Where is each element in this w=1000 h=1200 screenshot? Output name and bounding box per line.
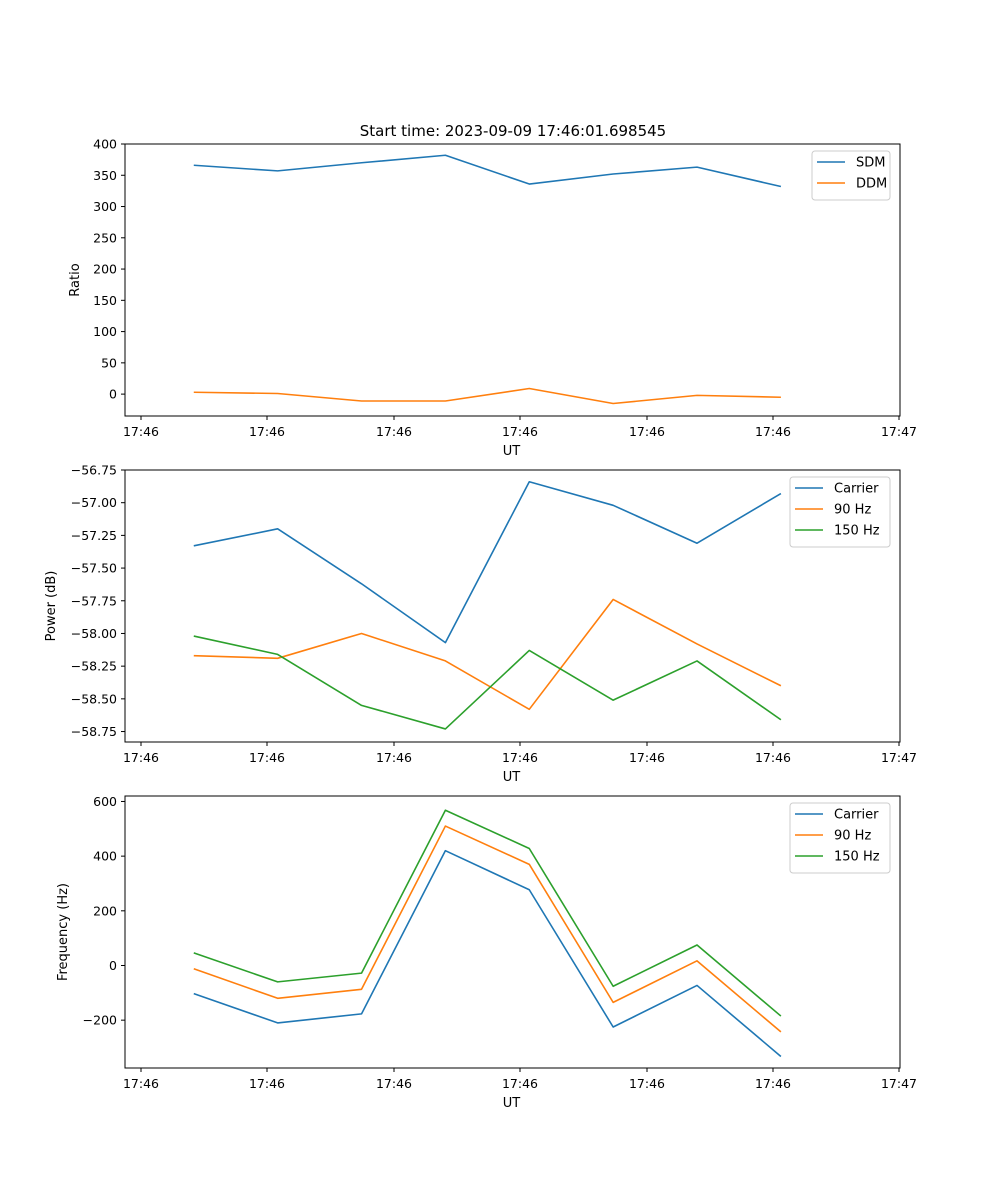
plot-frame [124,795,901,1069]
series-line-150-hz [193,635,782,730]
y-tick-label: −58.75 [71,724,117,739]
y-tick-label: 300 [93,199,117,214]
plot-frame [124,143,901,417]
series-line-ddm [193,387,781,405]
subplots: 17:46 17:46 17:46 17:46 17:46 17:46 17:47 0 50 10… [44,137,917,1112]
y-axis-label: Power (dB) [44,571,59,642]
x-tick-label: 17:46 [123,750,159,765]
series-line-sdm [193,154,782,188]
y-tick-label: 350 [93,168,117,183]
y-tick-label: 150 [93,293,117,308]
y-tick-label: −200 [83,1013,117,1028]
series-line-carrier [193,849,782,1058]
x-tick-label: 17:46 [249,1076,285,1091]
y-tick-label: 600 [93,794,117,809]
legend-label: Carrier [834,482,879,497]
x-tick-label: 17:46 [376,424,412,439]
legend-label: Carrier [834,808,879,823]
x-tick-label: 17:46 [502,750,538,765]
x-tick-label: 17:47 [881,424,917,439]
x-tick-label: 17:46 [123,1076,159,1091]
y-tick-label: 250 [93,230,117,245]
x-tick-label: 17:46 [629,750,665,765]
ratio-chart: 17:46 17:46 17:46 17:46 17:46 17:46 17:47 0 50 10… [68,137,917,460]
x-tick-label: 17:46 [755,1076,791,1091]
x-tick-label: 17:46 [502,1076,538,1091]
x-axis-label: UT [503,1096,521,1111]
x-tick-label: 17:46 [376,750,412,765]
legend: Carrier 90 Hz 150 Hz [789,802,891,874]
y-axis-label: Frequency (Hz) [56,883,71,981]
series-line-carrier [193,480,782,644]
y-tick-label: −57.75 [71,593,117,608]
y-tick-label: −58.25 [71,659,117,674]
y-tick-label: 200 [93,262,117,277]
series-line-150-hz [193,809,782,1017]
plot-frame [124,469,901,743]
series-line-90-hz [193,598,782,711]
legend-label: 150 Hz [834,850,880,865]
x-tick-label: 17:46 [502,424,538,439]
legend-label: 150 Hz [834,524,880,539]
legend: SDM DDM [811,150,891,201]
y-tick-label: 50 [101,355,117,370]
series-line-90-hz [193,825,782,1033]
y-tick-label: 0 [109,958,117,973]
legend-label: SDM [856,156,885,171]
x-tick-label: 17:47 [881,1076,917,1091]
x-tick-label: 17:46 [376,1076,412,1091]
x-axis-label: UT [503,444,521,459]
x-axis-label: UT [503,770,521,785]
y-tick-label: 100 [93,324,117,339]
y-tick-label: −58.50 [71,691,117,706]
x-tick-label: 17:46 [629,424,665,439]
x-tick-label: 17:46 [249,750,285,765]
y-tick-label: 400 [93,849,117,864]
x-tick-label: 17:46 [629,1076,665,1091]
x-tick-label: 17:46 [123,424,159,439]
figure-title: Start time: 2023-09-09 17:46:01.698545 [360,122,666,140]
y-tick-label: −57.50 [71,561,117,576]
legend-label: 90 Hz [834,503,871,518]
y-tick-label: −57.00 [71,495,117,510]
y-tick-label: −58.00 [71,626,117,641]
frequency-chart: 17:46 17:46 17:46 17:46 17:46 17:46 17:47 −200 0… [56,794,917,1111]
x-tick-label: 17:47 [881,750,917,765]
y-axis-label: Ratio [68,263,83,296]
legend-box [811,150,891,201]
y-tick-label: 0 [109,387,117,402]
y-tick-label: 200 [93,903,117,918]
x-tick-label: 17:46 [755,750,791,765]
y-tick-label: 400 [93,137,117,152]
x-tick-label: 17:46 [249,424,285,439]
legend: Carrier 90 Hz 150 Hz [789,476,891,548]
y-tick-label: −56.75 [71,463,117,478]
legend-label: 90 Hz [834,829,871,844]
legend-label: DDM [856,177,887,192]
power-chart: 17:46 17:46 17:46 17:46 17:46 17:46 17:47 −58.7… [44,463,917,786]
x-tick-label: 17:46 [755,424,791,439]
y-tick-label: −57.25 [71,528,117,543]
